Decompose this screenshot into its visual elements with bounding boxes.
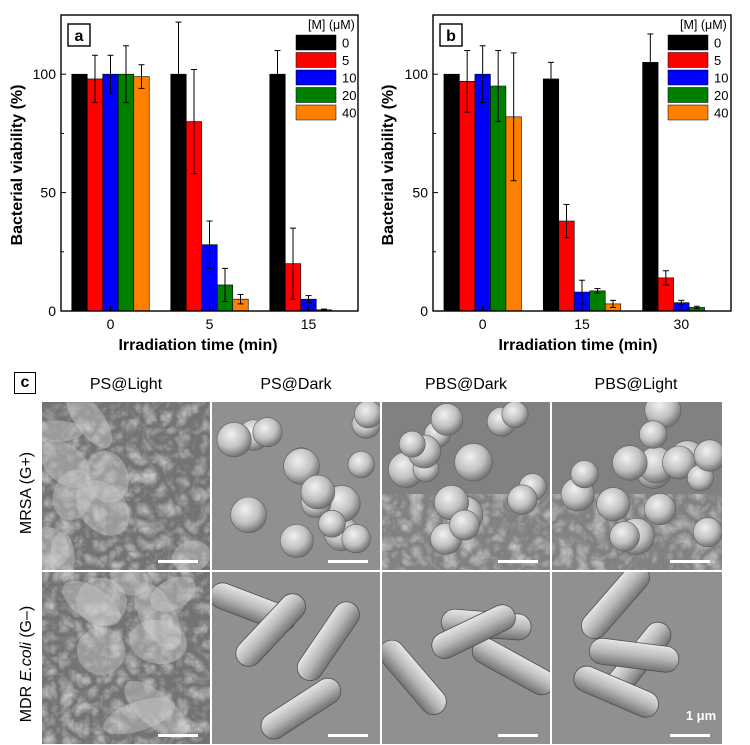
bar-0-30 <box>642 62 659 312</box>
legend-label-5: 5 <box>342 53 349 68</box>
x-tick-label: 0 <box>107 316 115 332</box>
row-label-ecoli-suffix: (G–) <box>18 605 35 643</box>
y-tick-label: 100 <box>33 66 57 82</box>
column-header-pbs-light: PBS@Light <box>594 376 678 393</box>
bar-0-0 <box>71 73 88 312</box>
scale-bar <box>328 734 368 737</box>
legend-swatch-10 <box>667 69 709 86</box>
bar-20-0 <box>117 73 135 312</box>
legend-swatch-40 <box>295 104 337 121</box>
column-header-pbs-dark: PBS@Dark <box>424 376 508 393</box>
sem-grain <box>42 402 210 570</box>
y-axis-title: Bacterial viability (%) <box>9 85 26 246</box>
legend-label-20: 20 <box>714 88 728 103</box>
scale-bar <box>158 734 198 737</box>
scale-bar <box>328 560 368 563</box>
legend-swatch-20 <box>295 87 337 103</box>
sem-image-2 <box>382 402 550 570</box>
sem-image-4 <box>42 572 210 744</box>
row-label-mrsa: MRSA (G+) <box>12 452 42 534</box>
sem-image-3 <box>552 402 722 570</box>
sem-image-grid: 1 μm <box>42 402 722 744</box>
bar-chart-a: Bacterial viability (%) Irradiation time… <box>9 14 359 354</box>
panel-label-c: c <box>14 372 36 394</box>
legend-label-5: 5 <box>714 53 721 68</box>
bar-chart-b: Bacterial viability (%) Irradiation time… <box>380 14 732 354</box>
panel-label-box <box>439 23 463 47</box>
legend-swatch-0 <box>295 34 337 51</box>
x-tick-label: 15 <box>574 316 590 332</box>
legend-label-20: 20 <box>342 88 356 103</box>
x-axis-title: Irradiation time (min) <box>498 337 657 354</box>
scale-bar <box>670 560 710 563</box>
sem-image-0 <box>42 402 210 570</box>
column-header-ps-dark: PS@Dark <box>260 376 332 393</box>
sem-grain <box>382 572 550 744</box>
sem-grain <box>552 402 722 570</box>
x-tick-label: 0 <box>479 316 487 332</box>
x-tick-label: 30 <box>674 316 690 332</box>
scale-bar <box>498 560 538 563</box>
legend-label-10: 10 <box>714 71 728 86</box>
sem-image-1 <box>212 402 380 570</box>
panel-label: b <box>446 28 456 45</box>
legend-swatch-20 <box>667 87 709 103</box>
sem-grain <box>212 402 380 570</box>
sem-image-5 <box>212 572 380 744</box>
bar-10-0 <box>102 73 119 312</box>
x-axis-title: Irradiation time (min) <box>118 337 277 354</box>
y-tick-label: 50 <box>40 185 56 201</box>
row-label-mrsa-text: MRSA (G+) <box>18 451 35 535</box>
legend-label-40: 40 <box>714 106 728 121</box>
bar-0-0 <box>443 73 460 312</box>
legend-title: [M] (μM) <box>680 18 727 32</box>
panel-label-box <box>67 23 91 47</box>
sem-grain <box>42 572 210 744</box>
legend-swatch-10 <box>295 69 337 86</box>
legend-swatch-40 <box>667 104 709 121</box>
bar-0-15 <box>269 73 286 312</box>
panel-label: a <box>75 28 84 45</box>
legend-swatch-5 <box>667 52 709 68</box>
column-header-ps-light: PS@Light <box>89 376 163 393</box>
legend-label-10: 10 <box>342 71 356 86</box>
bar-5-0 <box>459 81 476 312</box>
bar-10-0 <box>474 73 491 312</box>
y-tick-label: 100 <box>405 66 429 82</box>
y-tick-label: 0 <box>420 303 428 319</box>
sem-grain <box>552 572 722 744</box>
legend-label-0: 0 <box>714 36 721 51</box>
scale-bar-label: 1 μm <box>686 708 716 723</box>
row-label-ecoli-italic: E.coli <box>18 642 35 682</box>
bar-20-15 <box>589 290 606 312</box>
y-axis-title: Bacterial viability (%) <box>380 85 397 246</box>
bar-0-15 <box>542 78 560 312</box>
sem-panel: c PS@Light PS@Dark PBS@Dark PBS@Light MR… <box>0 368 750 745</box>
scale-bar <box>670 734 710 737</box>
sem-grain <box>382 402 550 570</box>
y-tick-label: 50 <box>412 185 428 201</box>
row-label-ecoli-prefix: MDR <box>18 681 35 723</box>
legend-swatch-0 <box>667 34 709 51</box>
bar-40-0 <box>133 76 150 312</box>
legend-swatch-5 <box>295 52 337 68</box>
bar-5-0 <box>86 78 104 312</box>
row-label-ecoli: MDR E.coli (G–) <box>12 606 42 722</box>
y-tick-label: 0 <box>48 303 56 319</box>
legend-label-40: 40 <box>342 106 356 121</box>
x-tick-label: 15 <box>301 316 317 332</box>
x-tick-label: 5 <box>206 316 214 332</box>
scale-bar <box>158 560 198 563</box>
legend-label-0: 0 <box>342 36 349 51</box>
sem-grain <box>212 572 380 744</box>
legend-title: [M] (μM) <box>308 18 355 32</box>
sem-image-6 <box>382 572 550 744</box>
scale-bar <box>498 734 538 737</box>
sem-image-7 <box>552 572 722 744</box>
